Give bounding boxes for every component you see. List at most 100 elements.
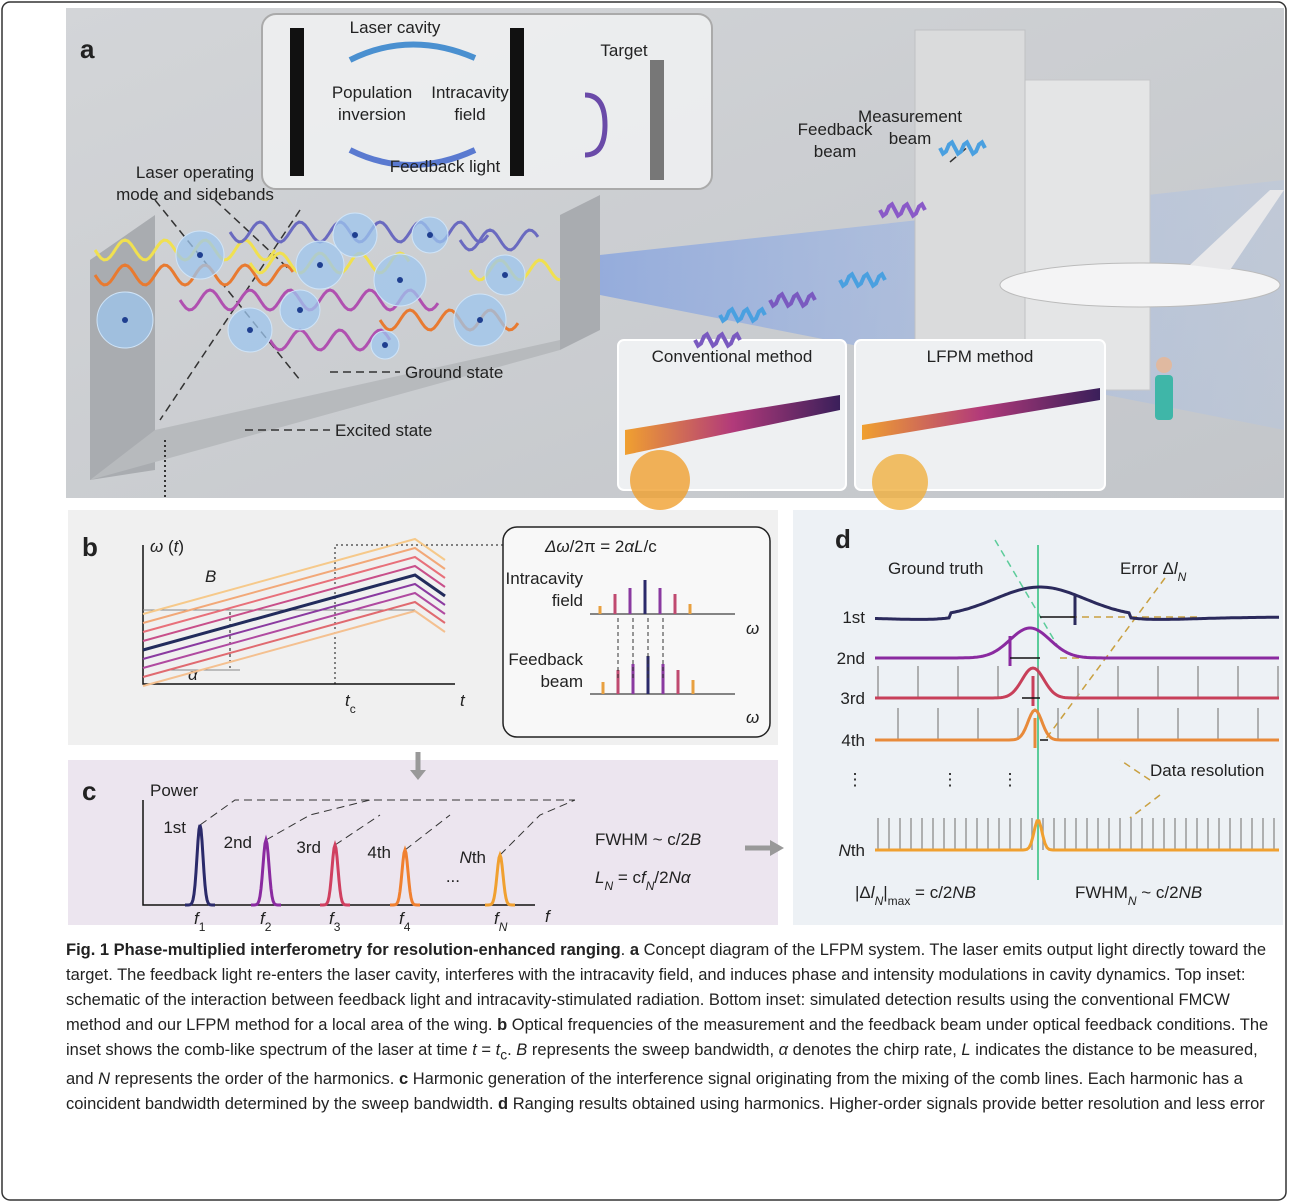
- caption-text: B: [516, 1041, 527, 1059]
- text-run: Δω: [544, 537, 570, 556]
- harmonic-label: 1st: [163, 818, 186, 837]
- label: Feedback light: [390, 157, 501, 176]
- row-label: 1st: [842, 608, 865, 627]
- text-run: = c/2: [910, 883, 952, 902]
- person-head: [1156, 357, 1172, 373]
- text-run: 3: [334, 920, 341, 934]
- panel-c: c Power f FWHM ~ c/2B LN = cfN/2Nα 1st2n…: [68, 752, 784, 934]
- row-label: 2nd: [837, 649, 865, 668]
- text-run: max: [888, 894, 911, 908]
- text-run: Error Δ: [1120, 559, 1174, 578]
- text-line: inversion: [338, 105, 406, 124]
- atom-core: [247, 327, 253, 333]
- caption-text: .: [507, 1041, 516, 1059]
- atom-core: [397, 277, 403, 283]
- text-run: N: [499, 920, 508, 934]
- atom-core: [352, 232, 358, 238]
- atom-core: [477, 317, 483, 323]
- mirror: [510, 28, 524, 176]
- caption-text: Ranging results obtained using harmonics…: [508, 1095, 1265, 1113]
- axis-label: Power: [150, 781, 199, 800]
- text-run: /c: [644, 537, 658, 556]
- text-line: field: [454, 105, 485, 124]
- text-run: N: [1128, 894, 1137, 908]
- row-label: 3rd: [840, 689, 865, 708]
- page: {"panel_a": {"label": "a", "inset_top": …: [0, 0, 1290, 1203]
- harmonic-label: Nth: [460, 848, 486, 867]
- atom-core: [197, 252, 203, 258]
- harmonic-label: 4th: [367, 843, 391, 862]
- caption-text: .: [621, 941, 630, 959]
- label: B: [205, 567, 216, 586]
- text-run: = c: [613, 868, 641, 887]
- caption-text: represents the sweep bandwidth,: [527, 1041, 778, 1059]
- text-run: /2π = 2: [570, 537, 625, 556]
- panel-label: d: [835, 524, 851, 554]
- panel-a: a Laser cavity Populationinversion Intra…: [66, 8, 1284, 510]
- inset: [503, 527, 770, 737]
- caption-text: a: [630, 941, 639, 959]
- building: [915, 30, 1025, 360]
- text-run: B: [690, 830, 701, 849]
- text-run: 4: [404, 920, 411, 934]
- formula: Δω/2π = 2αL/c: [544, 537, 657, 556]
- text-run: N: [460, 848, 473, 867]
- label: Data resolution: [1150, 761, 1264, 780]
- text-run: FWHM ~ c/2: [595, 830, 690, 849]
- text-run: N: [1178, 570, 1187, 584]
- render-lfpm: [872, 454, 928, 510]
- text-line: beam: [540, 672, 583, 691]
- panel-b: b ω (t) B α tc t Δω/2π = 2αL/c Intracavi…: [68, 510, 778, 745]
- text-line: mode and sidebands: [116, 185, 274, 204]
- airplane: [1000, 263, 1280, 307]
- panel-d: d Ground truth Error ΔlN Data resolution…: [793, 510, 1283, 925]
- axis-label: ω: [746, 619, 759, 638]
- caption-text: represents the order of the harmonics.: [110, 1070, 399, 1088]
- label: Target: [600, 41, 648, 60]
- text-run: ω: [150, 537, 163, 556]
- text-line: Feedback: [508, 650, 583, 669]
- atom-core: [317, 262, 323, 268]
- axis-label: ω: [746, 708, 759, 727]
- label: α: [188, 665, 199, 684]
- caption-text: denotes the chirp rate,: [788, 1041, 961, 1059]
- text-line: beam: [889, 129, 932, 148]
- text-line: Intracavity: [431, 83, 509, 102]
- text-line: Laser operating: [136, 163, 254, 182]
- caption-text: N: [98, 1070, 110, 1088]
- label: LFPM method: [927, 347, 1034, 366]
- render-conventional: [630, 450, 690, 510]
- row-label: Nth: [839, 841, 865, 860]
- text-run: /2: [654, 868, 668, 887]
- atom-core: [122, 317, 128, 323]
- text-run: 1: [199, 920, 206, 934]
- text-run: (: [163, 537, 174, 556]
- target-plate: [650, 60, 664, 180]
- text-run: NB: [952, 883, 976, 902]
- panel-label: b: [82, 532, 98, 562]
- ellipsis: ⋮: [942, 770, 959, 789]
- caption-text: b: [497, 1016, 507, 1034]
- ellipsis: ⋮: [847, 770, 864, 789]
- harmonic-label: ...: [446, 867, 460, 886]
- caption-text: d: [498, 1095, 508, 1113]
- mirror: [290, 28, 304, 176]
- text-run: ): [178, 537, 184, 556]
- panel-label: a: [80, 34, 95, 64]
- text-run: |Δ: [855, 883, 871, 902]
- formula: FWHM ~ c/2B: [595, 830, 701, 849]
- text-run: NB: [1179, 883, 1203, 902]
- text-run: ~ c/2: [1137, 883, 1179, 902]
- text-run: FWHM: [1075, 883, 1128, 902]
- atom-core: [427, 232, 433, 238]
- text-run: N: [646, 879, 655, 893]
- text-line: field: [552, 591, 583, 610]
- label: Ground truth: [888, 559, 983, 578]
- cavity-wall: [560, 195, 600, 350]
- text-run: th: [472, 848, 486, 867]
- text-run: L: [595, 868, 604, 887]
- text-run: N: [875, 894, 884, 908]
- caption-text: α: [779, 1041, 788, 1059]
- axis-label: ω (t): [150, 537, 184, 556]
- text-line: beam: [814, 142, 857, 161]
